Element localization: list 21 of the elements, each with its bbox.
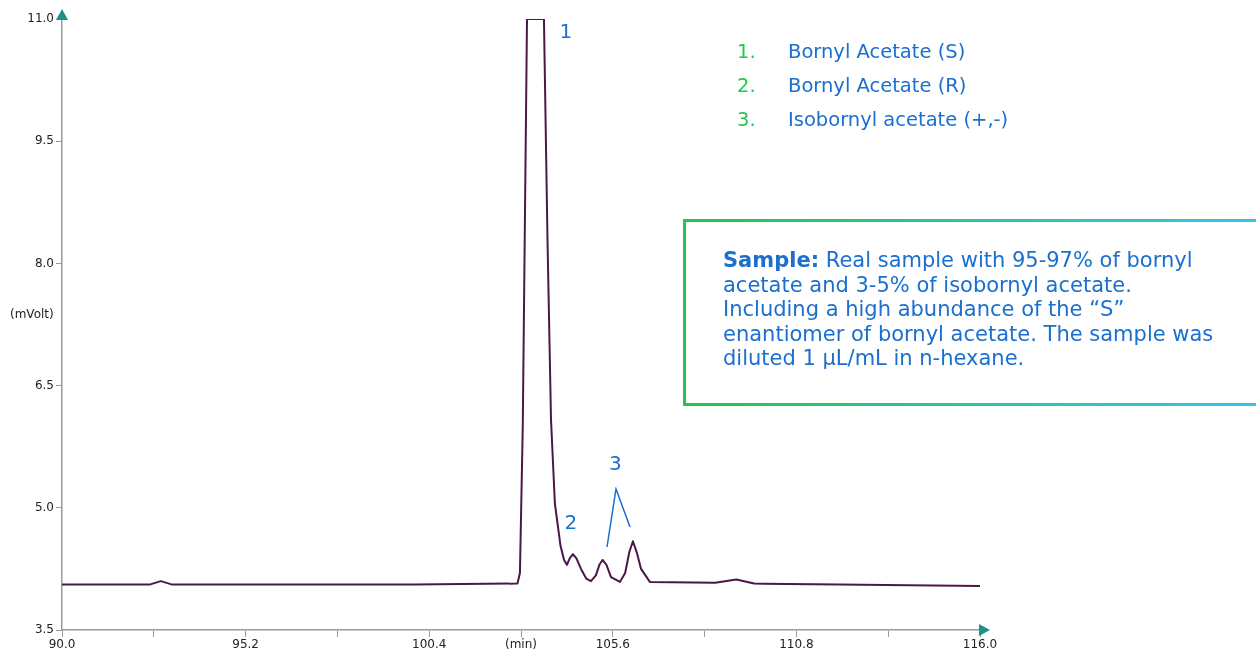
x-tick-label: 90.0 [48, 637, 76, 652]
text: 2. Bornyl Acetate (R) [737, 74, 967, 97]
x-tick-label: (min) [505, 637, 537, 652]
text: 1. Bornyl Acetate (S) [737, 40, 966, 63]
annotation: 2 [564, 510, 578, 535]
y-axis-title: (mVolt) [10, 306, 54, 321]
x-tick-label: 110.8 [779, 637, 814, 652]
y-tick-label: 5.0 [34, 499, 54, 514]
y-tick-label: 3.5 [34, 622, 54, 637]
annotation: 3 [609, 451, 622, 475]
y-tick-label: 11.0 [27, 11, 54, 26]
x-tick-label: 100.4 [412, 637, 447, 652]
y-tick-label: 9.5 [34, 133, 54, 148]
annotation: 1 [559, 19, 573, 44]
text: 3. Isobornyl acetate (+,-) [737, 108, 1009, 131]
y-tick-label: 6.5 [34, 377, 54, 392]
y-tick-label: 8.0 [34, 255, 54, 270]
x-tick-label: 116.0 [962, 637, 998, 652]
x-tick-label: 105.6 [595, 637, 630, 652]
annotation: Sample: Real sample with 95-97% of bornyl acetate and 3-5% of isobornyl acetate. Including a high abundance of the “S” enantiomer of bornyl acetate. The sample was diluted 1 µL/mL in n-hexane. [723, 248, 1215, 371]
x-tick-label: 95.2 [232, 637, 259, 652]
